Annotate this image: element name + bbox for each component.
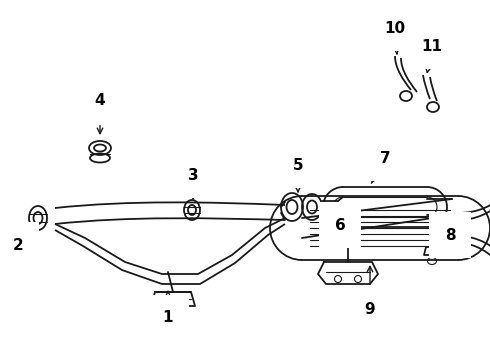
Text: 4: 4 xyxy=(95,93,105,134)
Text: 1: 1 xyxy=(163,292,173,325)
Text: 3: 3 xyxy=(188,167,198,199)
Text: 11: 11 xyxy=(421,39,442,72)
Text: 9: 9 xyxy=(365,266,375,318)
Text: 8: 8 xyxy=(438,228,455,245)
Text: 6: 6 xyxy=(335,217,347,243)
Text: 7: 7 xyxy=(371,150,391,183)
Text: 2: 2 xyxy=(13,229,26,252)
Text: 10: 10 xyxy=(385,21,406,54)
Text: 5: 5 xyxy=(293,158,303,192)
